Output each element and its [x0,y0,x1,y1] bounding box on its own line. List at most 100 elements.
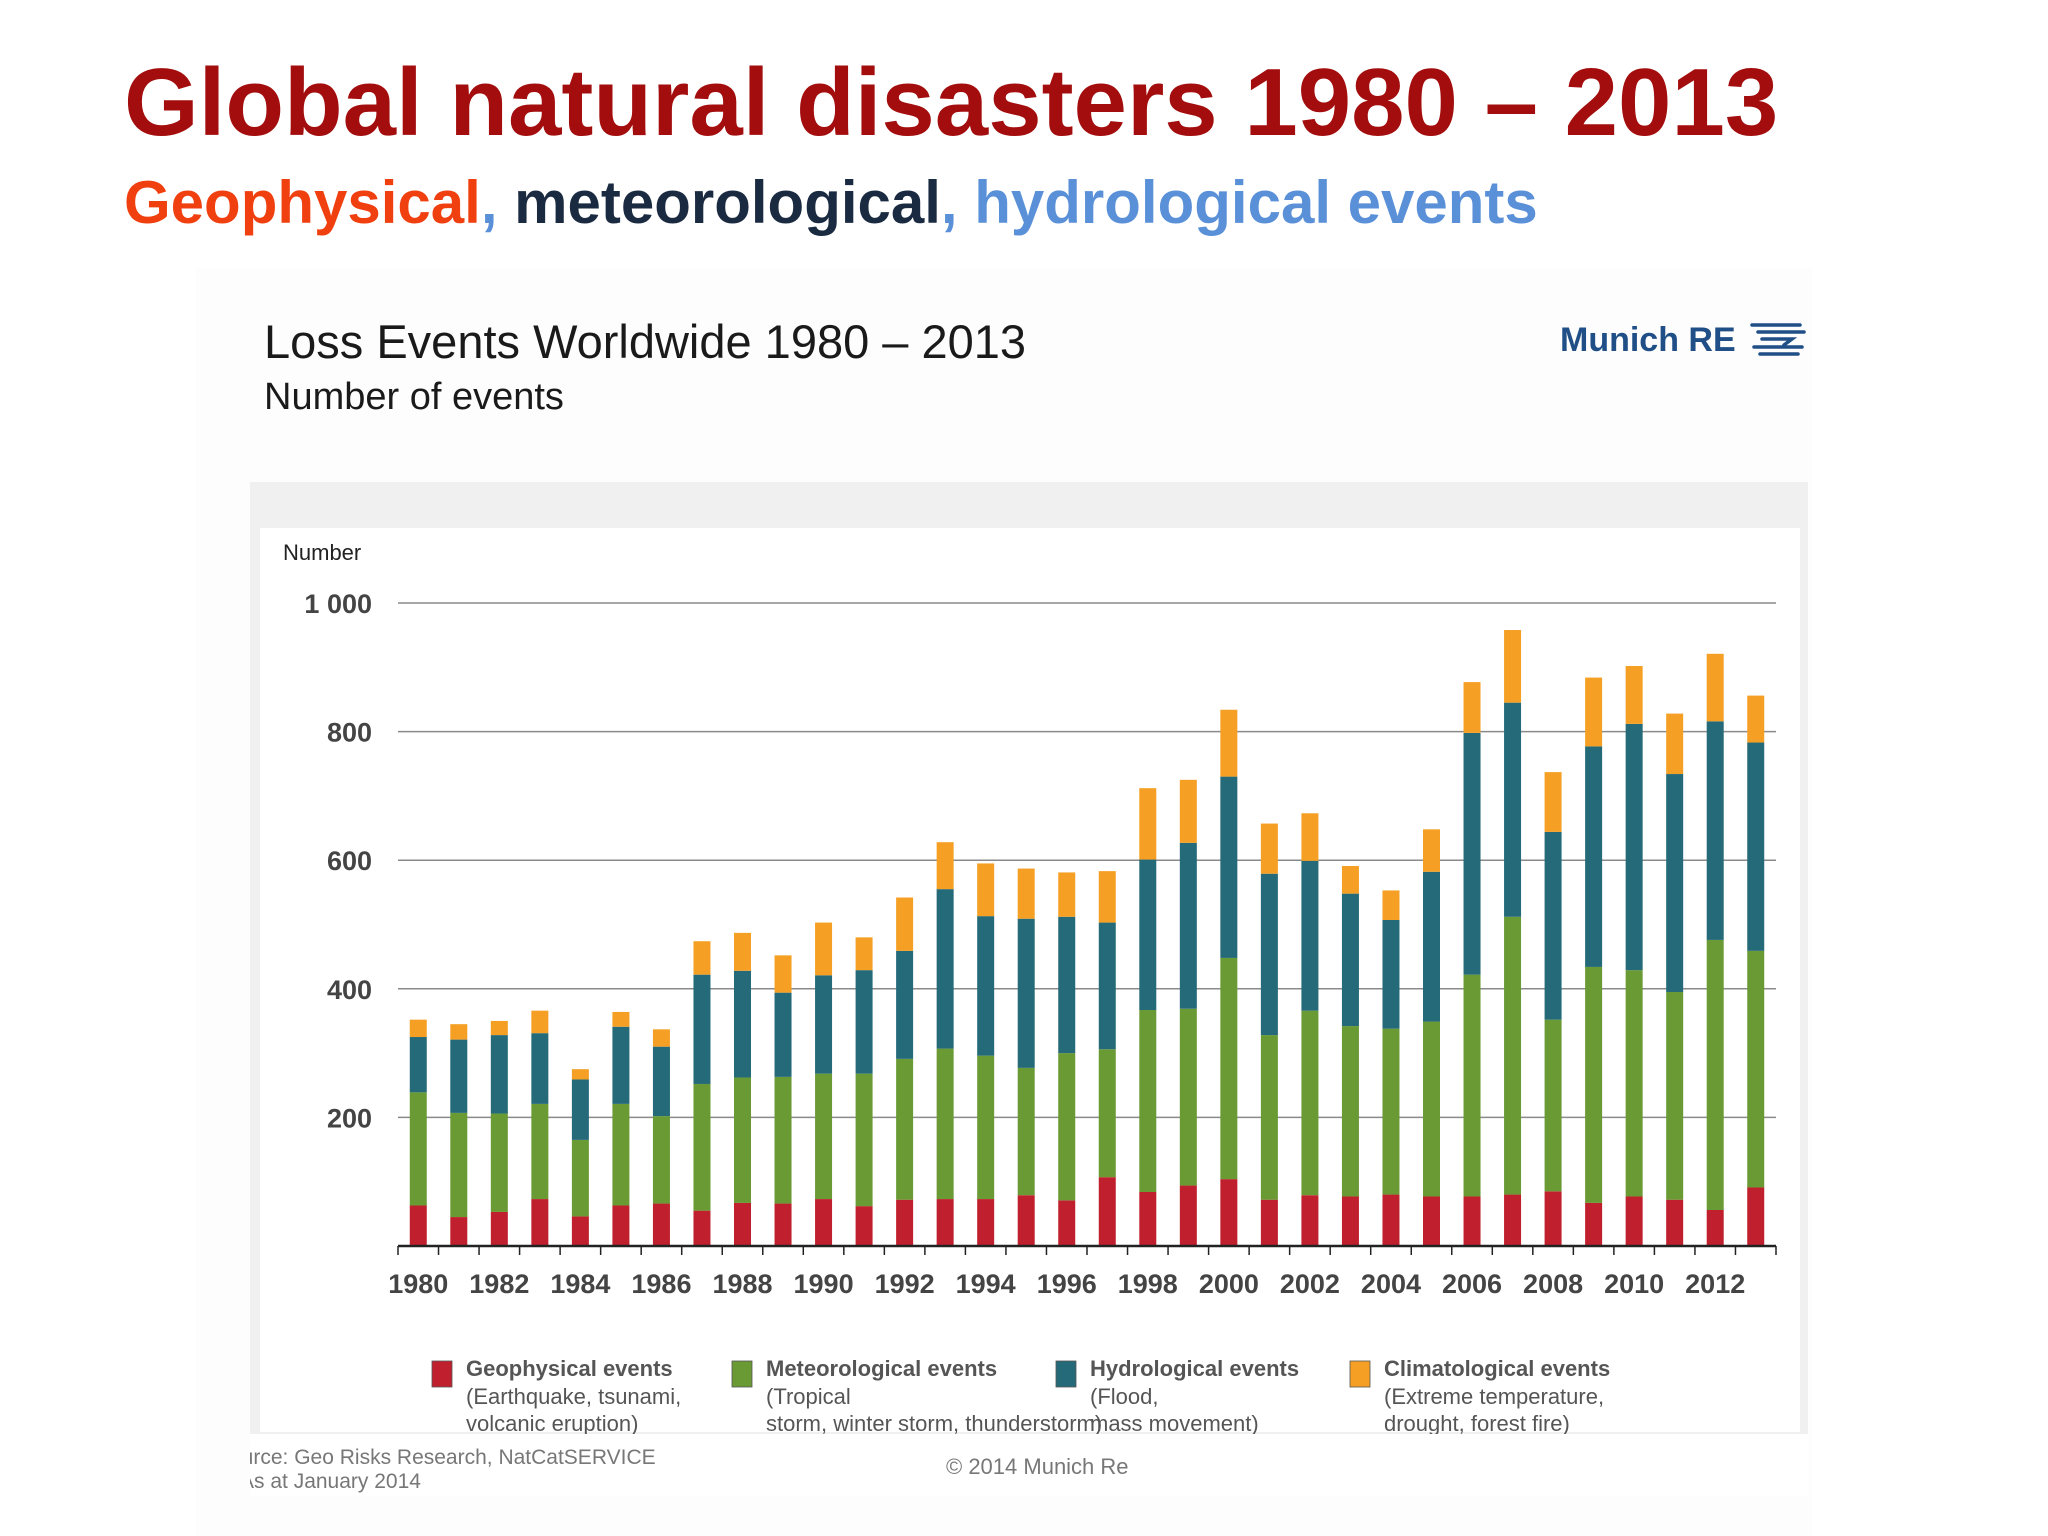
bar-segment-meteorological [1260,1035,1278,1200]
legend-swatch [1055,1360,1077,1388]
bar-segment-climatological [1382,890,1400,920]
slide-title: Global natural disasters 1980 – 2013 [124,49,1779,156]
bar-segment-climatological [1341,865,1359,894]
legend-label: Geophysical events [466,1356,673,1381]
x-tick-label: 1984 [550,1269,610,1299]
x-tick-label: 2012 [1685,1269,1745,1299]
bar-segment-hydrological [774,992,792,1077]
bar-segment-geophysical [693,1210,711,1246]
bar-segment-geophysical [815,1199,833,1246]
bar-segment-hydrological [1706,721,1724,940]
bar-segment-climatological [1301,813,1319,861]
bar-segment-meteorological [612,1103,630,1206]
bar-segment-meteorological [855,1073,873,1207]
bar-segment-geophysical [1747,1187,1765,1246]
bar-segment-geophysical [1463,1196,1481,1246]
bar-segment-meteorological [693,1083,711,1211]
legend-label: Climatological events [1384,1356,1610,1381]
subtitle-hydrological: hydrological events [957,169,1538,236]
bar-segment-hydrological [1625,723,1643,971]
bar-segment-meteorological [1625,970,1643,1197]
y-tick-label: 400 [327,975,372,1005]
bar-segment-hydrological [652,1046,670,1117]
bar-segment-climatological [693,941,711,975]
munich-re-logo: Munich RE [1560,320,1808,360]
bar-segment-geophysical [1260,1199,1278,1246]
x-tick-label: 2002 [1280,1269,1340,1299]
bar-segment-hydrological [855,970,873,1074]
bar-segment-geophysical [1544,1191,1562,1246]
bar-segment-geophysical [1098,1177,1116,1246]
bar-segment-geophysical [855,1206,873,1246]
bar-segment-meteorological [1098,1049,1116,1178]
bar-segment-hydrological [936,889,954,1049]
bar-segment-hydrological [1585,746,1603,967]
bar-segment-meteorological [1423,1021,1440,1197]
source-note: Source: Geo Risks Research, NatCatSERVIC… [250,1446,690,1494]
x-tick-label: 1998 [1118,1269,1178,1299]
subtitle-separator: , [940,169,958,236]
bar-segment-meteorological [1747,950,1765,1188]
bar-segment-climatological [815,922,833,976]
bar-segment-hydrological [1139,859,1157,1011]
brand-name: Munich RE [1560,320,1736,359]
bar-segment-meteorological [1301,1010,1319,1196]
bar-segment-meteorological [1666,992,1684,1200]
bar-segment-climatological [1260,823,1278,874]
bar-segment-hydrological [693,974,711,1084]
bar-segment-meteorological [571,1139,589,1217]
x-tick-label: 1980 [388,1269,448,1299]
y-tick-label: 200 [327,1103,372,1133]
bar-segment-meteorological [774,1076,792,1204]
bar-segment-climatological [1747,695,1765,743]
bar-segment-hydrological [1747,742,1765,951]
bar-segment-hydrological [1017,918,1035,1068]
legend-description-line: (Extreme temperature, [1384,1384,1604,1409]
bar-segment-geophysical [612,1205,630,1246]
bar-segment-geophysical [896,1199,914,1246]
bar-segment-climatological [612,1011,630,1027]
bar-segment-climatological [936,842,954,890]
bar-segment-hydrological [1463,732,1481,975]
bar-segment-hydrological [734,970,751,1078]
x-tick-label: 1986 [631,1269,691,1299]
bar-segment-geophysical [1625,1196,1643,1246]
bar-segment-geophysical [450,1217,468,1246]
legend-swatch [1349,1360,1371,1388]
bar-segment-climatological [450,1024,468,1040]
bar-segment-hydrological [409,1037,427,1093]
bar-segment-climatological [1423,829,1440,872]
bar-segment-climatological [774,955,792,993]
legend-description-line: (Tropical [766,1384,851,1409]
chart-title: Loss Events Worldwide 1980 – 2013 [264,315,1027,368]
bar-segment-meteorological [734,1077,751,1203]
slide-subtitle: Geophysical, meteorological, hydrologica… [124,168,1538,237]
chart-footer: Source: Geo Risks Research, NatCatSERVIC… [250,1434,1808,1496]
legend-description-line: (Earthquake, tsunami, [466,1384,681,1409]
legend-description-line: storm, winter storm, thunderstorm) [766,1411,1102,1436]
bar-segment-hydrological [1341,893,1359,1027]
bar-segment-climatological [896,897,914,951]
bar-segment-meteorological [1017,1067,1035,1196]
bar-segment-meteorological [652,1116,670,1204]
bar-segment-geophysical [1179,1185,1197,1246]
bar-segment-meteorological [409,1092,427,1206]
bar-segment-meteorological [936,1048,954,1200]
bar-segment-geophysical [531,1199,549,1246]
bar-segment-hydrological [490,1035,508,1114]
bar-segment-climatological [1706,653,1724,722]
bar-segment-meteorological [1463,974,1481,1197]
subtitle-meteorological: meteorological [497,169,941,236]
bar-segment-climatological [1585,677,1603,747]
bar-segment-meteorological [490,1113,508,1212]
bar-segment-hydrological [1544,831,1562,1020]
bar-segment-climatological [734,932,751,971]
bar-segment-hydrological [612,1026,630,1104]
x-tick-label: 2004 [1361,1269,1421,1299]
bar-segment-geophysical [490,1211,508,1246]
bar-segment-meteorological [1139,1010,1157,1192]
bar-segment-meteorological [1544,1019,1562,1192]
bar-segment-climatological [1098,871,1116,923]
bar-segment-hydrological [1058,916,1076,1054]
